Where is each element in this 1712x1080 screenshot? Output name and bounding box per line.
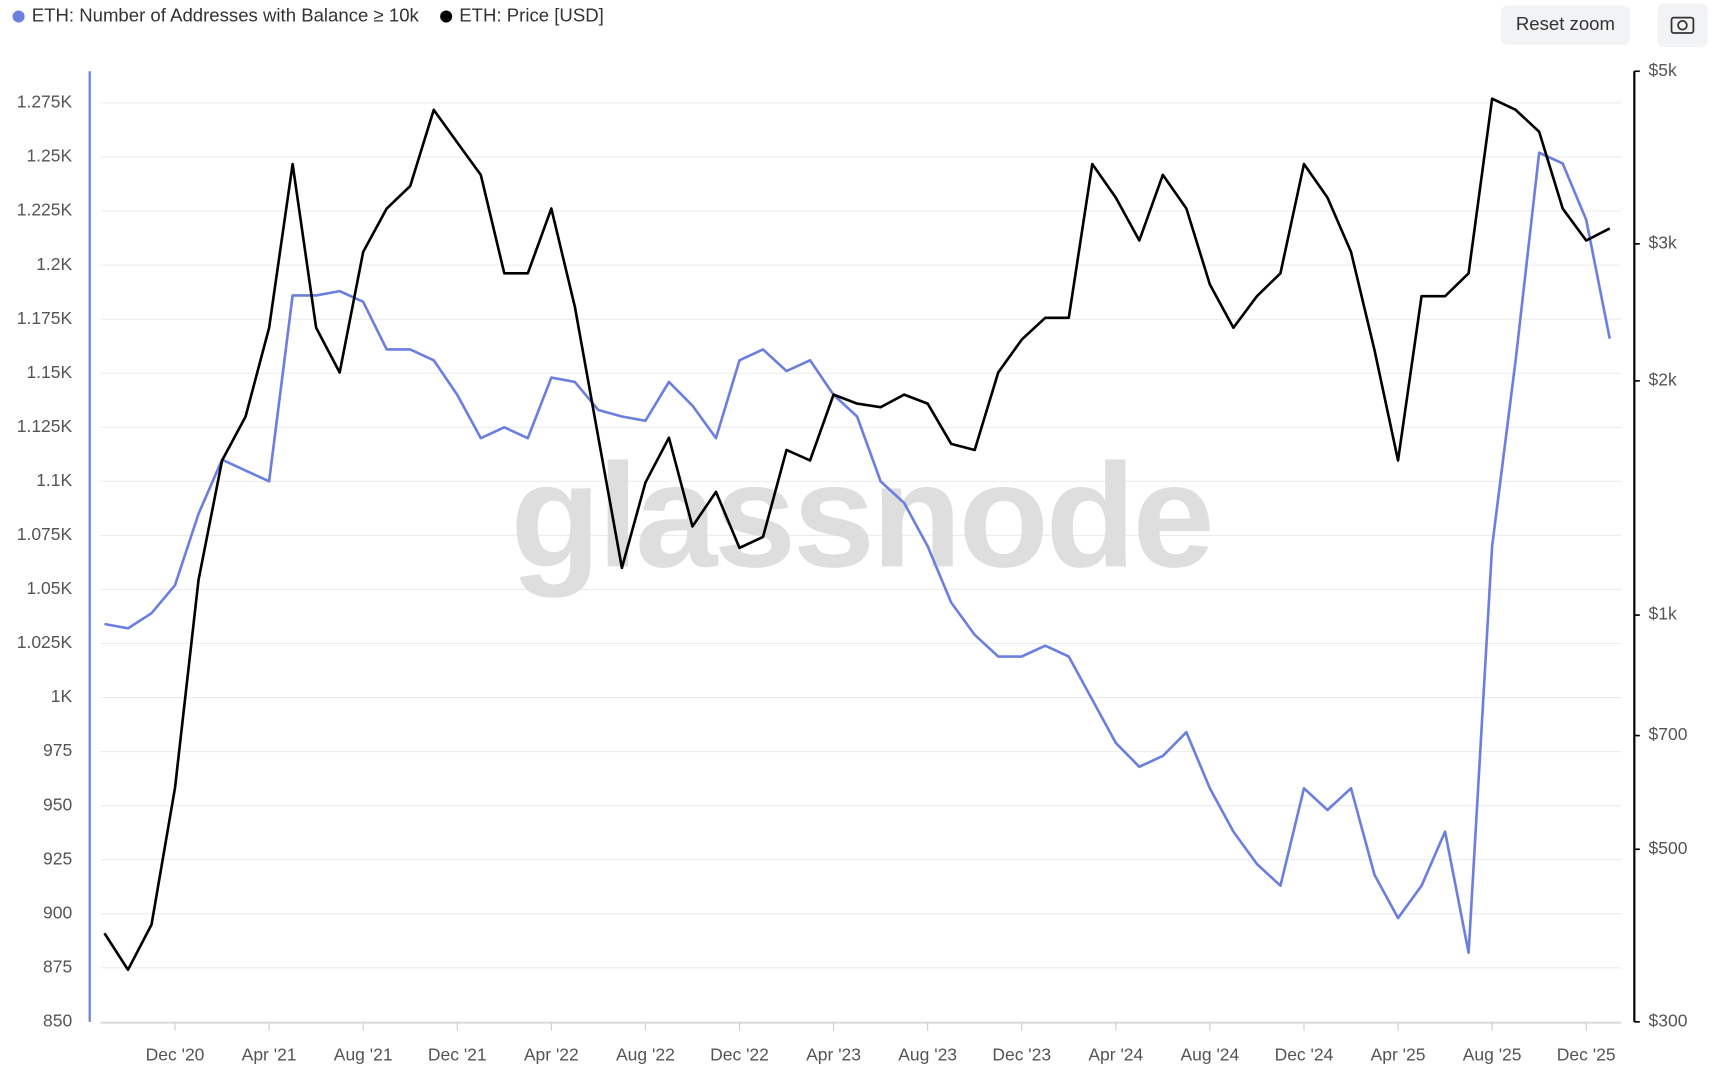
y2-tick-label: $1k: [1649, 604, 1677, 624]
x-tick-label: Apr '23: [806, 1044, 861, 1064]
x-tick-label: Aug '25: [1463, 1044, 1522, 1064]
y-tick-label: 1.125K: [17, 416, 73, 436]
y-tick-label: 1.2K: [36, 254, 72, 274]
y-tick-label: 1.15K: [26, 362, 72, 382]
x-tick-label: Apr '22: [524, 1044, 579, 1064]
watermark: glassnode: [511, 433, 1212, 598]
camera-body[interactable]: [1670, 16, 1695, 34]
x-tick-label: Dec '23: [992, 1044, 1051, 1064]
y-tick-label: 875: [43, 956, 72, 976]
x-tick-label: Apr '25: [1371, 1044, 1426, 1064]
legend-label: ETH: Number of Addresses with Balance ≥ …: [32, 4, 420, 25]
y-tick-label: 1.175K: [17, 308, 73, 328]
y-tick-label: 1.225K: [17, 200, 73, 220]
y-tick-label: 1.275K: [17, 92, 73, 112]
y-tick-label: 850: [43, 1011, 72, 1031]
legend-marker: [440, 10, 453, 23]
camera-lens[interactable]: [1677, 20, 1688, 31]
x-tick-label: Aug '24: [1180, 1044, 1239, 1064]
x-tick-label: Aug '22: [616, 1044, 675, 1064]
x-tick-label: Aug '23: [898, 1044, 957, 1064]
y-tick-label: 925: [43, 848, 72, 868]
legend-label: ETH: Price [USD]: [459, 4, 604, 25]
x-tick-label: Dec '24: [1275, 1044, 1334, 1064]
x-tick-label: Dec '21: [428, 1044, 487, 1064]
y2-tick-label: $500: [1649, 838, 1688, 858]
y2-tick-label: $2k: [1649, 369, 1677, 389]
y2-tick-label: $700: [1649, 724, 1688, 744]
reset-zoom-label[interactable]: Reset zoom: [1516, 13, 1615, 34]
y-tick-label: 1.075K: [17, 524, 73, 544]
y-tick-label: 975: [43, 740, 72, 760]
y-tick-label: 1.1K: [36, 470, 72, 490]
series-line: [103, 97, 1611, 972]
x-tick-label: Apr '21: [242, 1044, 297, 1064]
camera-button[interactable]: [1657, 3, 1708, 48]
y-tick-label: 1.25K: [26, 146, 72, 166]
x-tick-label: Dec '20: [146, 1044, 205, 1064]
x-tick-label: Dec '22: [710, 1044, 769, 1064]
y2-tick-label: $300: [1649, 1011, 1688, 1031]
y2-tick-label: $5k: [1649, 60, 1677, 80]
y-tick-label: 900: [43, 902, 72, 922]
legend-marker: [12, 10, 25, 23]
y-tick-label: 1.05K: [26, 578, 72, 598]
y-tick-label: 1.025K: [17, 632, 73, 652]
y2-tick-label: $3k: [1649, 232, 1677, 252]
reset-zoom-button[interactable]: [1500, 5, 1630, 45]
x-tick-label: Dec '25: [1557, 1044, 1616, 1064]
y-tick-label: 1K: [51, 686, 73, 706]
x-tick-label: Apr '24: [1088, 1044, 1143, 1064]
x-tick-label: Aug '21: [334, 1044, 393, 1064]
y-tick-label: 950: [43, 794, 72, 814]
camera-bg[interactable]: [1657, 3, 1708, 48]
